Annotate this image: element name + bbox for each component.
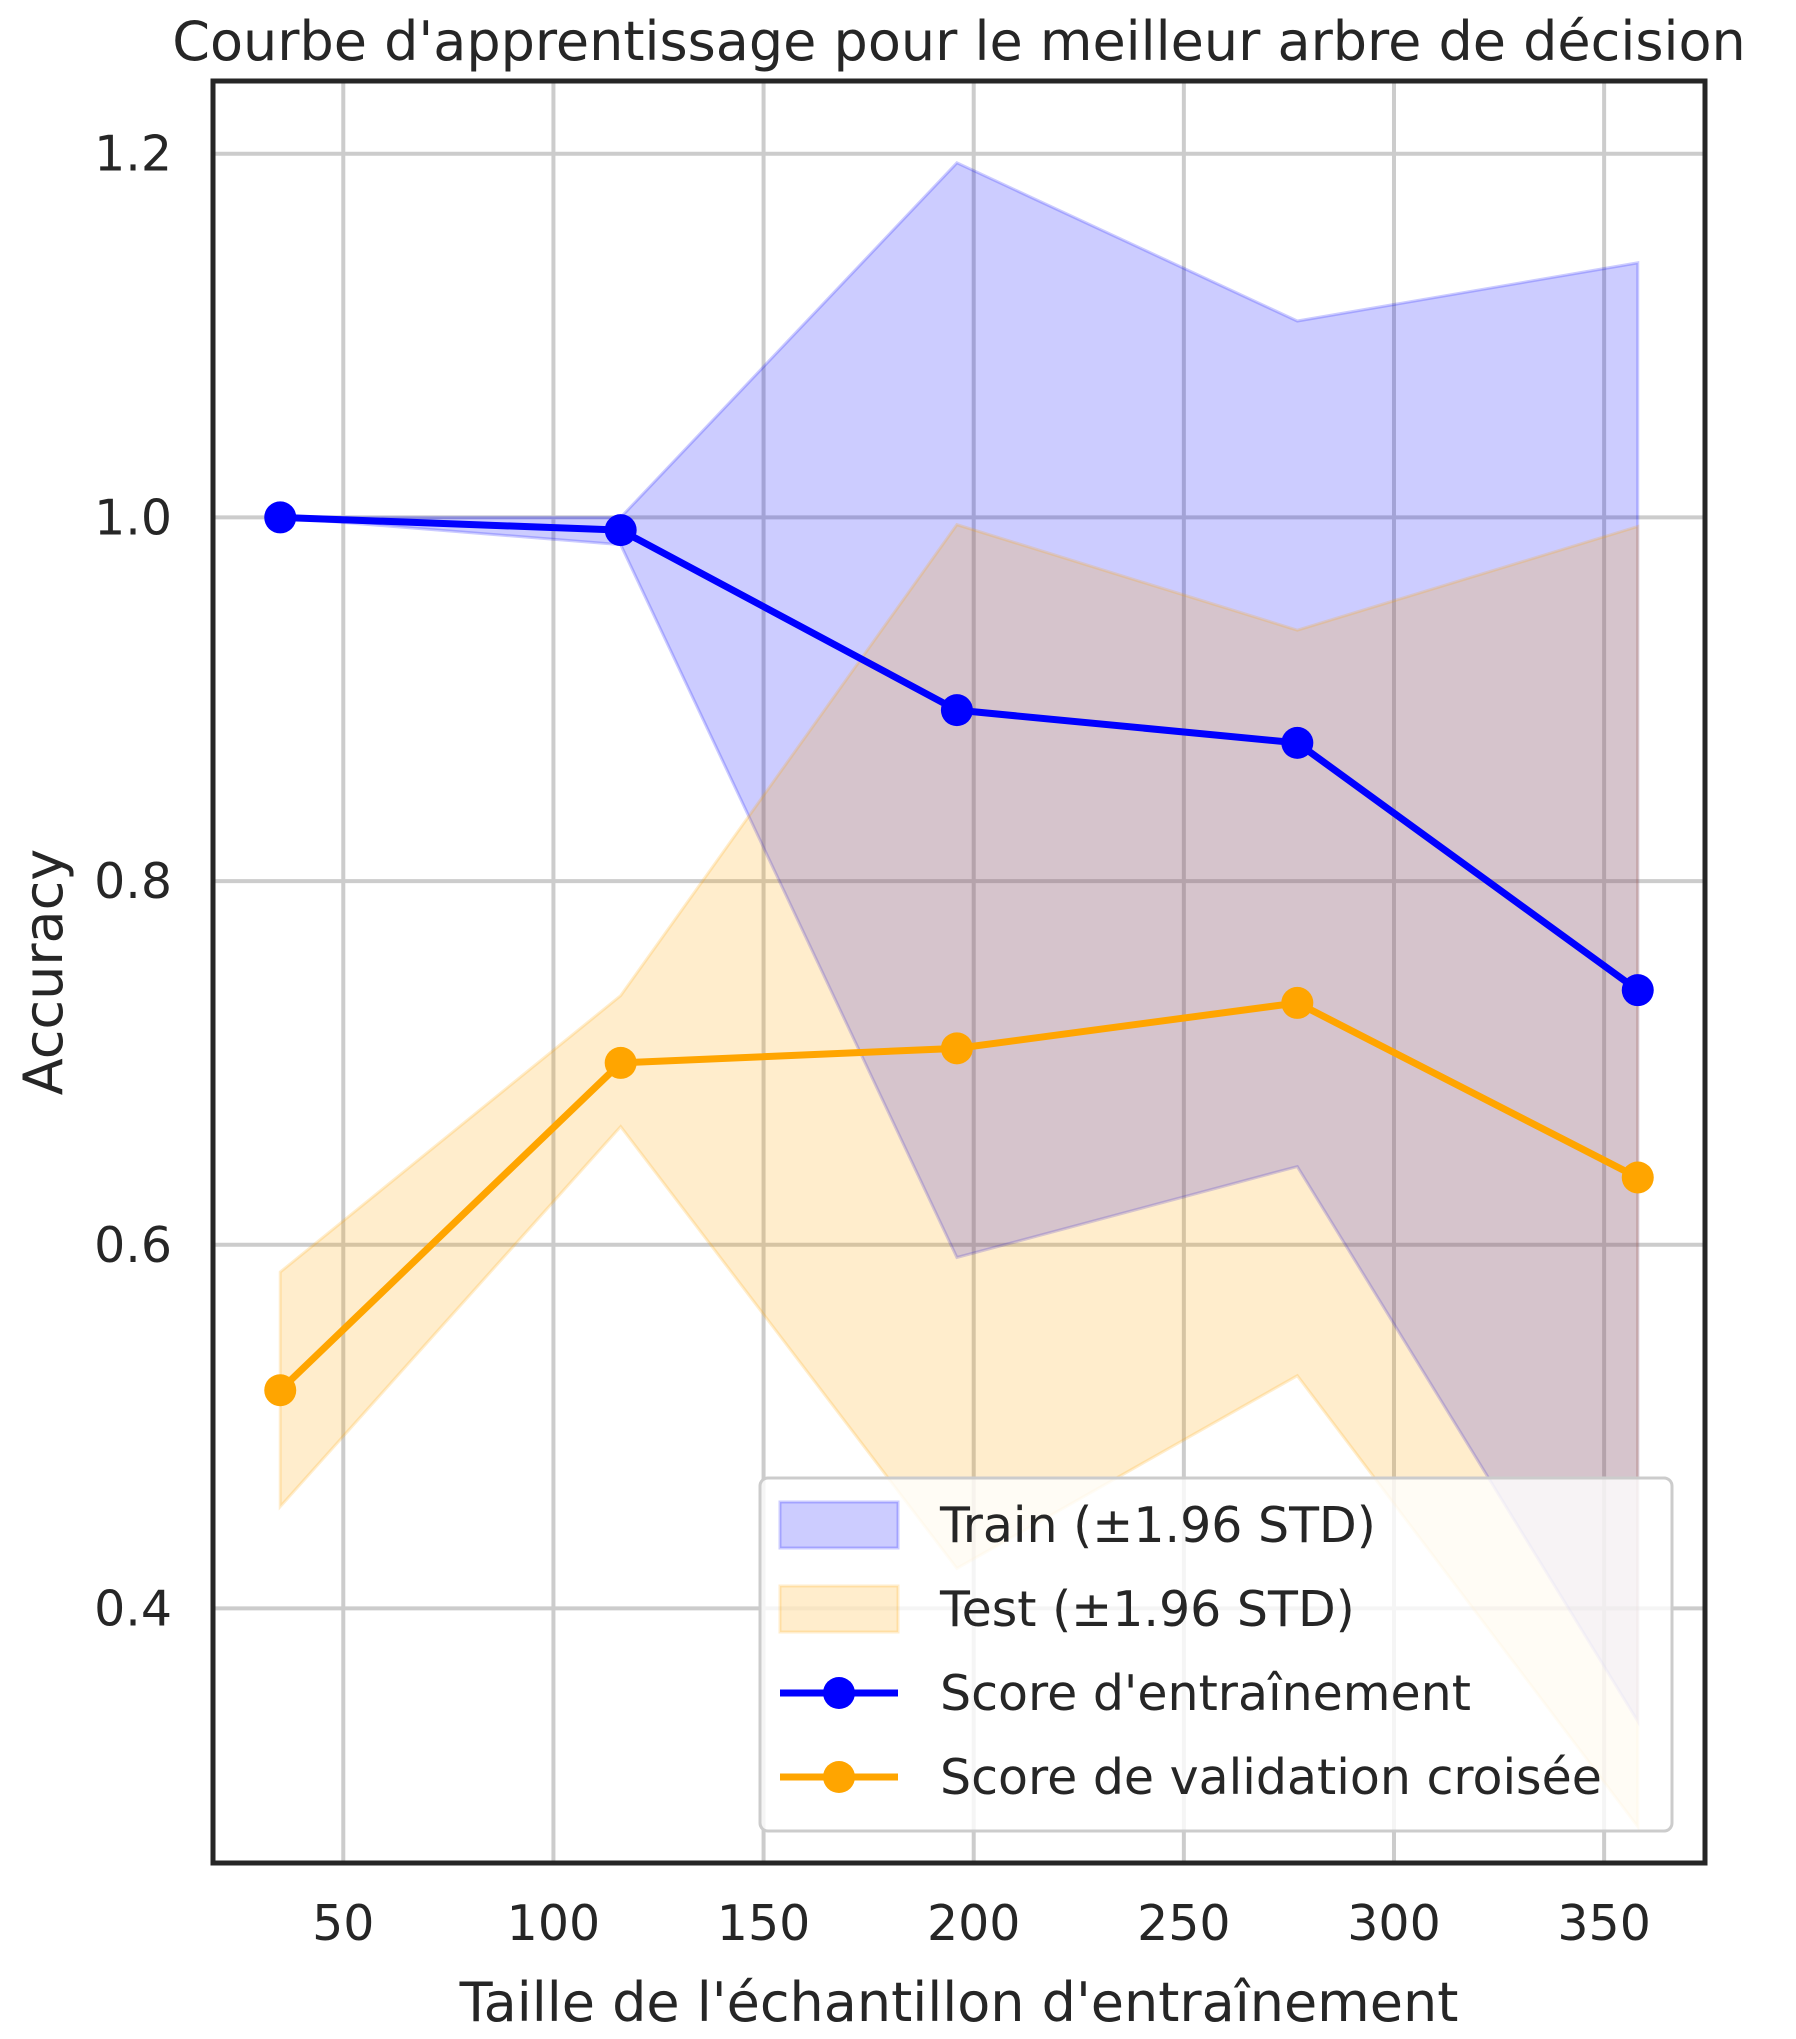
legend-train-band-swatch [778,1500,900,1550]
legend-train-score-swatch-marker [823,1677,855,1709]
legend-validation-score-swatch-marker [823,1761,855,1793]
legend-test-band-swatch [778,1584,900,1634]
train-score-point [940,694,973,727]
train-score-point [264,501,297,534]
legend-validation-score-label: Score de validation croisée [940,1749,1602,1806]
x-tick-label: 250 [1137,1895,1231,1952]
x-axis-label: Taille de l'échantillon d'entraînement [459,1971,1459,2034]
train-score-point [1281,726,1314,759]
y-tick-label: 0.4 [94,1580,172,1637]
train-score-point [604,514,637,547]
legend-train-band-label: Train (±1.96 STD) [939,1497,1376,1554]
tick-labels: 50 100 150 200 250 300 350 0.4 0.6 0.8 1.0 1.2 [94,126,1651,1952]
legend-test-band-label: Test (±1.96 STD) [939,1581,1355,1638]
x-tick-label: 150 [717,1895,811,1952]
validation-score-point [264,1374,297,1407]
grid [213,81,1705,1863]
x-tick-label: 300 [1347,1895,1441,1952]
legend: Train (±1.96 STD) Test (±1.96 STD) Score d… [758,1476,1674,1833]
plot-frame [210,78,1708,1866]
legend-train-score-label: Score d'entraînement [940,1665,1471,1722]
y-tick-label: 0.8 [94,853,172,910]
validation-score-point [1281,986,1314,1019]
y-tick-label: 0.6 [94,1217,172,1274]
validation-score-point [604,1046,637,1079]
validation-score-point [1621,1161,1654,1194]
x-tick-label: 100 [507,1895,601,1952]
train-score-point [1621,974,1654,1007]
legend-box [758,1476,1674,1833]
chart-title: Courbe d'apprentissage pour le meilleur … [172,10,1745,73]
x-tick-label: 50 [312,1895,374,1952]
y-tick-label: 1.0 [94,489,172,546]
validation-score-point [940,1032,973,1065]
y-axis-label: Accuracy [12,849,75,1096]
score-series [264,501,1654,1407]
y-tick-label: 1.2 [94,126,172,183]
x-tick-label: 200 [927,1895,1021,1952]
x-tick-label: 350 [1557,1895,1651,1952]
